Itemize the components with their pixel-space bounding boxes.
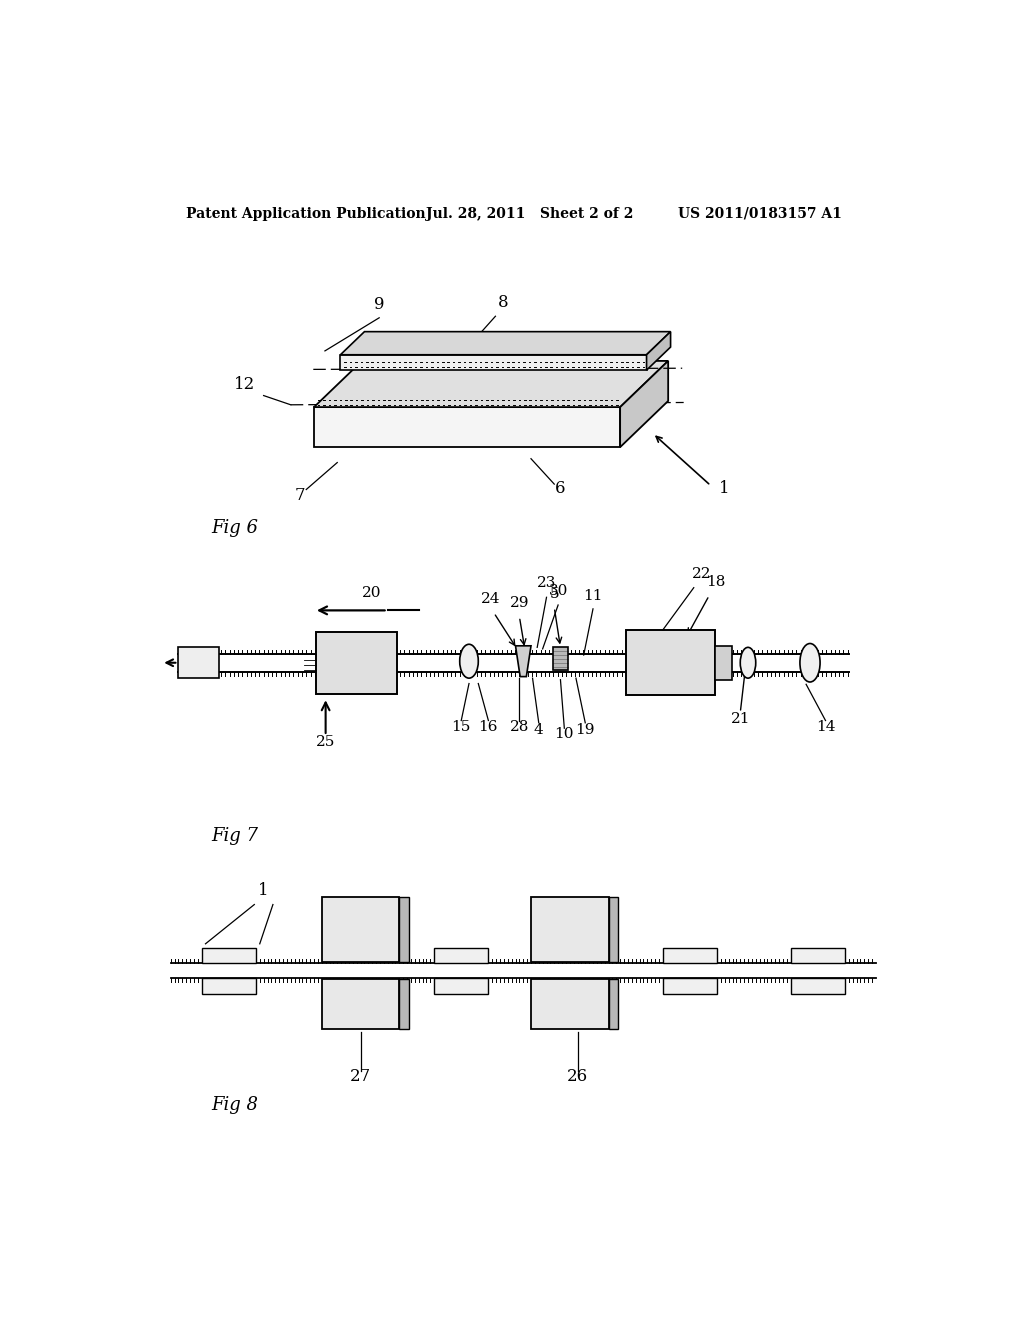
Bar xyxy=(434,948,488,964)
Text: 28: 28 xyxy=(510,719,529,734)
Ellipse shape xyxy=(800,644,820,682)
Ellipse shape xyxy=(460,644,478,678)
Polygon shape xyxy=(646,331,671,370)
Text: 11: 11 xyxy=(584,589,603,603)
Bar xyxy=(791,978,845,994)
Text: Fig 6: Fig 6 xyxy=(212,519,259,537)
Text: 1: 1 xyxy=(719,480,729,498)
Text: 29: 29 xyxy=(510,595,529,610)
Bar xyxy=(178,647,219,678)
Text: 20: 20 xyxy=(362,586,382,599)
Polygon shape xyxy=(314,360,669,407)
Text: 23: 23 xyxy=(537,577,556,590)
Text: 30: 30 xyxy=(549,583,568,598)
Bar xyxy=(316,632,397,693)
Bar xyxy=(531,979,608,1030)
Bar xyxy=(608,979,617,1030)
Text: 5: 5 xyxy=(550,587,559,601)
Text: 24: 24 xyxy=(481,591,501,606)
Text: 14: 14 xyxy=(816,719,836,734)
Text: Patent Application Publication: Patent Application Publication xyxy=(186,207,426,220)
Bar xyxy=(791,948,845,964)
Text: 25: 25 xyxy=(316,735,335,748)
Bar xyxy=(322,979,399,1030)
Bar xyxy=(399,896,409,962)
Text: Fig 7: Fig 7 xyxy=(212,828,259,845)
Polygon shape xyxy=(314,407,621,447)
Bar xyxy=(663,978,717,994)
Bar xyxy=(626,630,715,696)
Text: 19: 19 xyxy=(575,722,595,737)
Bar xyxy=(434,978,488,994)
Text: 4: 4 xyxy=(534,722,544,737)
Bar xyxy=(399,979,409,1030)
Bar xyxy=(531,896,608,962)
Text: 6: 6 xyxy=(555,480,565,498)
Polygon shape xyxy=(340,331,671,355)
Text: 12: 12 xyxy=(233,376,255,393)
Text: Fig 8: Fig 8 xyxy=(212,1097,259,1114)
Bar xyxy=(202,978,256,994)
Text: 16: 16 xyxy=(478,719,498,734)
Polygon shape xyxy=(340,355,646,370)
Text: 18: 18 xyxy=(706,576,725,589)
Bar xyxy=(715,645,732,680)
Bar xyxy=(322,896,399,962)
Text: 21: 21 xyxy=(730,711,750,726)
Bar xyxy=(663,948,717,964)
Text: 9: 9 xyxy=(374,296,384,313)
Text: 1: 1 xyxy=(258,882,269,899)
Polygon shape xyxy=(621,360,669,447)
Bar xyxy=(608,896,617,962)
Text: 27: 27 xyxy=(350,1068,371,1085)
Polygon shape xyxy=(515,645,531,677)
Text: 15: 15 xyxy=(452,719,471,734)
Text: 26: 26 xyxy=(567,1068,588,1085)
Text: 7: 7 xyxy=(295,487,305,503)
Text: 22: 22 xyxy=(692,566,712,581)
Text: Jul. 28, 2011   Sheet 2 of 2: Jul. 28, 2011 Sheet 2 of 2 xyxy=(426,207,634,220)
Text: US 2011/0183157 A1: US 2011/0183157 A1 xyxy=(678,207,842,220)
Text: 10: 10 xyxy=(555,727,574,742)
Text: 8: 8 xyxy=(498,294,509,312)
Bar xyxy=(202,948,256,964)
Ellipse shape xyxy=(740,647,756,678)
Bar xyxy=(553,647,568,671)
